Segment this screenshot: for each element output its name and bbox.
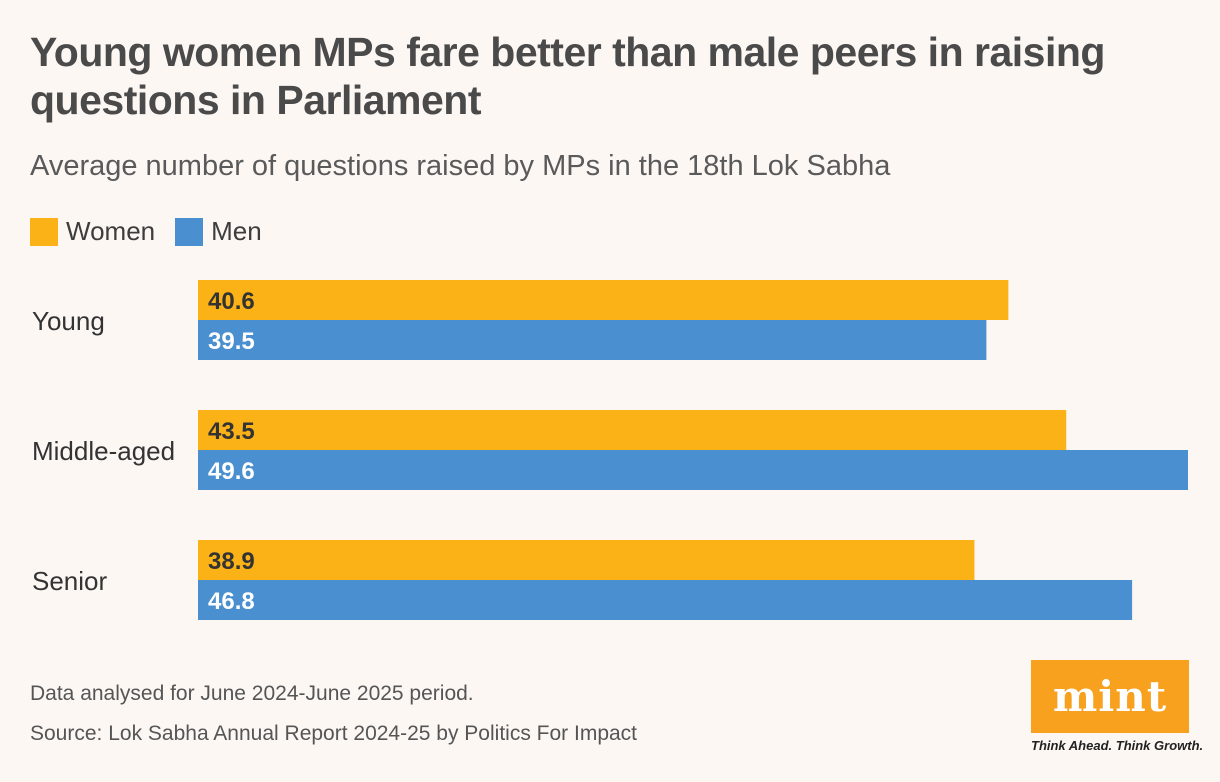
chart-subtitle: Average number of questions raised by MP… [30,150,891,182]
brand-tagline: Think Ahead. Think Growth. [1031,738,1204,753]
category-label-senior: Senior [32,566,107,596]
bar-chart: Young 40.6 39.5 Middle-aged 43.5 49.6 Senior 38… [32,280,1188,620]
footnote-source: Source: Lok Sabha Annual Report 2024-25 … [30,722,638,745]
legend: Women Men [30,216,282,247]
bar-women-young [198,280,1009,320]
legend-item-men: Men [175,216,262,247]
bar-women-senior [198,540,975,580]
mint-logo: mint [1031,660,1189,733]
chart-title: Young women MPs fare better than male pe… [30,29,1105,123]
logo-text: mint [1052,672,1168,721]
data-label-men-senior: 46.8 [208,588,255,615]
legend-label-men: Men [211,216,262,246]
data-label-men-young: 39.5 [208,328,255,355]
data-label-women-young: 40.6 [208,288,255,315]
category-label-young: Young [32,306,105,336]
legend-swatch-women [30,217,58,246]
data-label-men-middle-aged: 49.6 [208,458,255,485]
data-label-women-senior: 38.9 [208,548,255,575]
bar-men-middle-aged [198,450,1188,490]
legend-item-women: Women [30,216,155,247]
legend-label-women: Women [66,216,156,246]
data-label-women-middle-aged: 43.5 [208,418,255,445]
bar-women-middle-aged [198,410,1067,450]
footnote-note: Data analysed for June 2024-June 2025 pe… [30,682,474,705]
bar-men-young [198,320,987,360]
category-label-middle-aged: Middle-aged [32,436,175,466]
legend-swatch-men [175,217,204,246]
bar-men-senior [198,580,1133,620]
